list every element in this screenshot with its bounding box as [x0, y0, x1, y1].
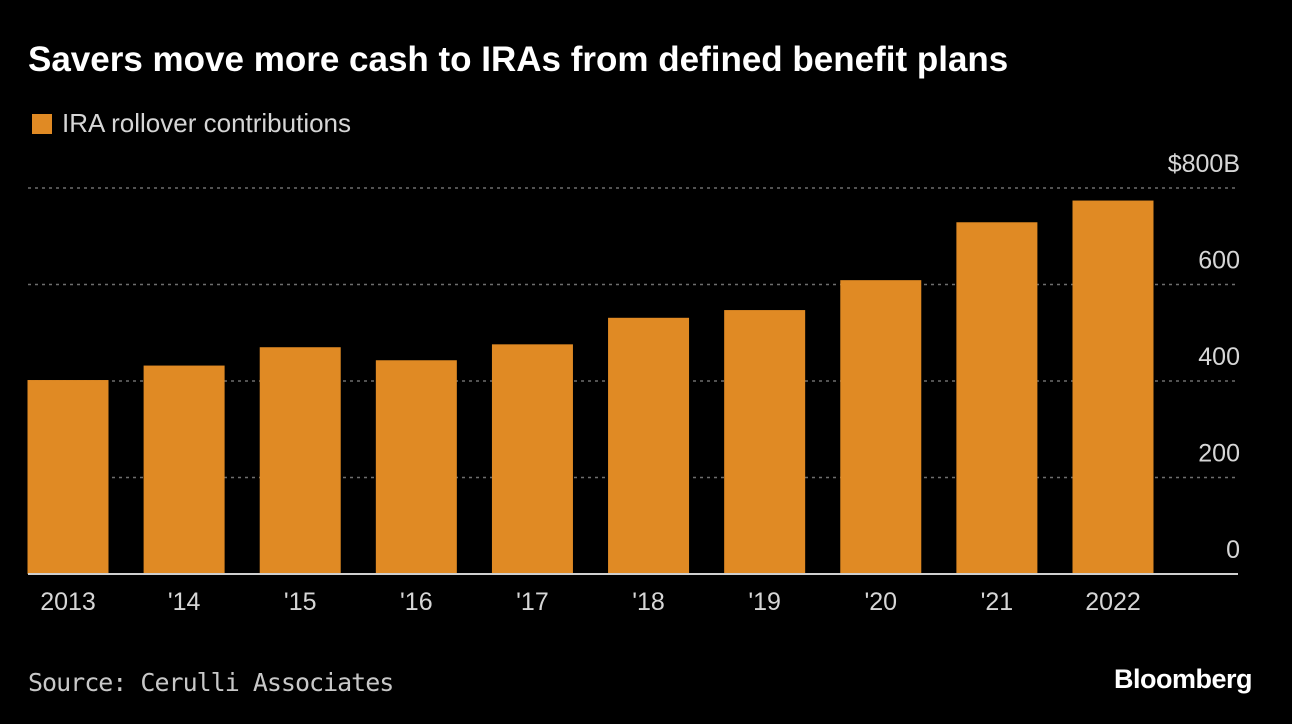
bar	[724, 310, 806, 574]
y-tick-label: 600	[1198, 247, 1240, 275]
x-tick-label: '21	[981, 588, 1014, 616]
legend-swatch	[32, 113, 52, 134]
bar	[956, 222, 1038, 574]
y-tick-label: 200	[1198, 440, 1240, 468]
source-note: Source: Cerulli Associates	[28, 668, 394, 697]
legend-label: IRA rollover contributions	[62, 108, 352, 138]
x-tick-label: 2013	[40, 588, 96, 616]
y-tick-label: $800B	[1168, 150, 1240, 178]
bar	[375, 360, 457, 574]
x-tick-label: '16	[400, 588, 433, 616]
bar	[840, 280, 922, 574]
chart-title: Savers move more cash to IRAs from defin…	[28, 40, 1009, 79]
bar	[608, 317, 690, 574]
y-tick-label: 400	[1198, 343, 1240, 371]
bar	[143, 365, 225, 574]
x-tick-label: '18	[632, 588, 665, 616]
x-tick-label: '20	[864, 588, 897, 616]
x-tick-label: '17	[516, 588, 549, 616]
bar	[27, 380, 109, 574]
x-tick-label: '19	[748, 588, 781, 616]
bar	[491, 344, 573, 574]
legend: IRA rollover contributions	[32, 108, 351, 139]
x-tick-label: '14	[168, 588, 201, 616]
bloomberg-logo: Bloomberg	[1113, 664, 1253, 694]
bar	[1072, 200, 1154, 575]
x-tick-label: 2022	[1085, 588, 1141, 616]
y-tick-label: 0	[1226, 536, 1240, 564]
x-tick-label: '15	[284, 588, 317, 616]
bar	[259, 347, 341, 574]
